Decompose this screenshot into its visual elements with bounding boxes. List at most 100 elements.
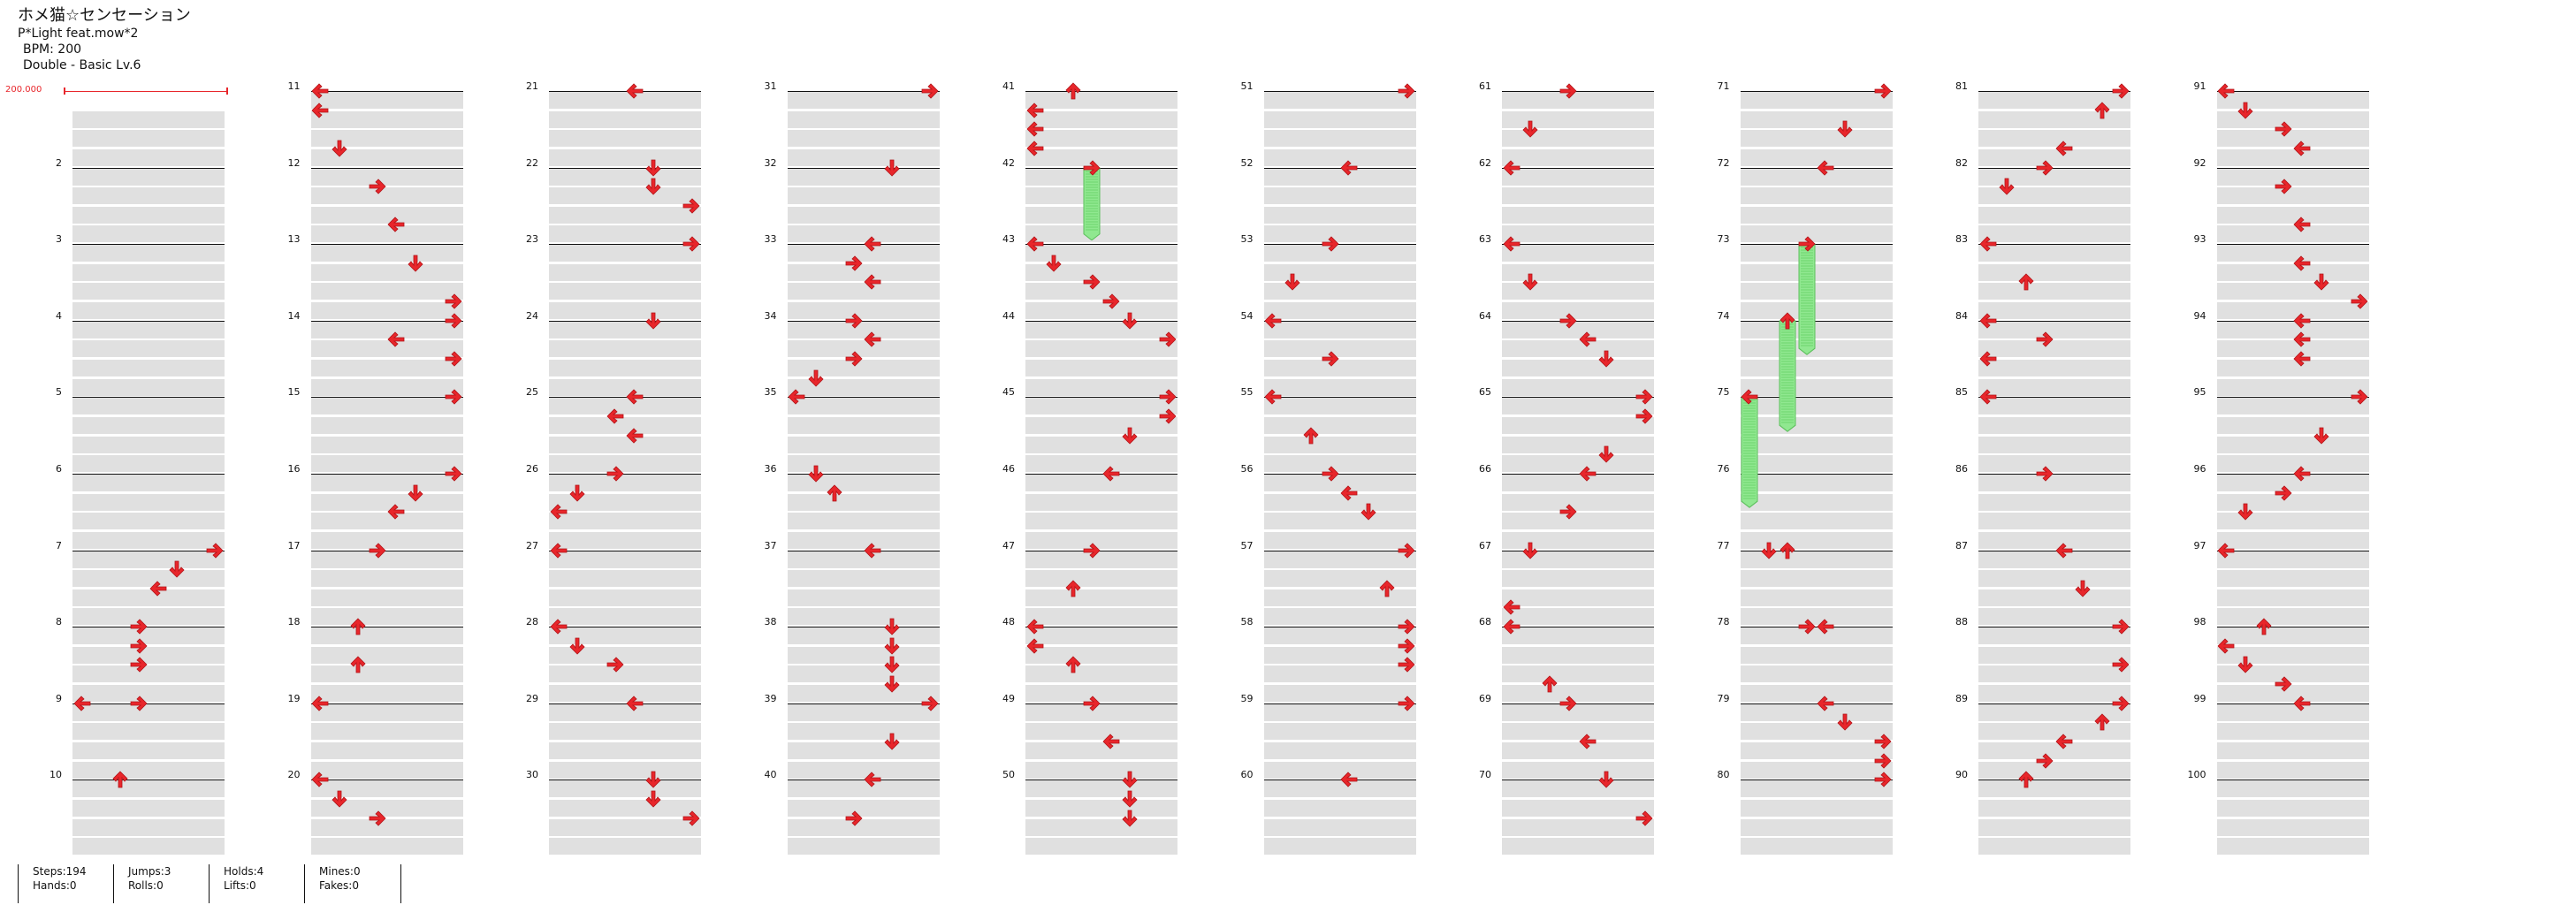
arrow-down-icon bbox=[332, 790, 347, 808]
beat-row bbox=[1978, 475, 2130, 491]
beat-row bbox=[2216, 800, 2369, 817]
arrow-left-icon bbox=[73, 696, 91, 711]
beat-row bbox=[1263, 302, 1416, 319]
arrow-left-icon bbox=[311, 696, 329, 711]
measure-number: 10 bbox=[50, 769, 62, 781]
measure-line bbox=[549, 474, 701, 475]
beat-row bbox=[1263, 360, 1416, 376]
arrow-down-icon bbox=[884, 675, 900, 693]
measure-number: 12 bbox=[287, 156, 301, 169]
beat-row bbox=[1978, 263, 2130, 281]
measure-line bbox=[72, 474, 225, 475]
beat-row bbox=[1978, 608, 2130, 626]
arrow-left-icon bbox=[1979, 236, 1997, 252]
beat-row bbox=[787, 148, 940, 166]
beat-row bbox=[1978, 321, 2130, 338]
measure-number: 52 bbox=[1240, 156, 1254, 169]
beat-row bbox=[1502, 417, 1654, 434]
beat-row bbox=[1025, 761, 1177, 779]
beat-row bbox=[1025, 130, 1177, 148]
measure-line bbox=[549, 167, 701, 169]
beat-row bbox=[2216, 513, 2369, 530]
measure-number: 36 bbox=[764, 463, 777, 475]
beat-row bbox=[1740, 475, 1893, 491]
measure-number: 84 bbox=[1955, 309, 1968, 322]
measure-number: 72 bbox=[1717, 156, 1730, 169]
measure-line bbox=[549, 91, 701, 92]
beat-row bbox=[2216, 818, 2369, 836]
beat-row bbox=[310, 168, 463, 186]
arrow-right-icon bbox=[845, 810, 863, 826]
arrow-right-icon bbox=[130, 657, 148, 673]
measure-number: 66 bbox=[1479, 463, 1491, 475]
beat-row bbox=[2216, 321, 2369, 338]
beat-row bbox=[1025, 245, 1177, 262]
beat-row bbox=[1263, 531, 1416, 549]
beat-row bbox=[787, 703, 940, 721]
measure-line bbox=[1978, 91, 2130, 92]
beat-row bbox=[1978, 761, 2130, 779]
arrow-left-icon bbox=[1340, 160, 1358, 176]
measure-number: 40 bbox=[764, 769, 777, 781]
beat-row bbox=[549, 168, 701, 186]
arrow-down-icon bbox=[2313, 273, 2329, 291]
beat-row bbox=[2216, 148, 2369, 166]
beat-row bbox=[1978, 455, 2130, 473]
measure-number: 59 bbox=[1240, 692, 1254, 704]
beat-row bbox=[72, 455, 225, 473]
stat-hands: Hands:0 bbox=[33, 879, 77, 892]
beat-row bbox=[1740, 723, 1893, 741]
measure-number: 9 bbox=[56, 692, 62, 704]
arrow-left-icon bbox=[1026, 103, 1044, 118]
beat-row bbox=[1740, 225, 1893, 243]
arrow-right-icon bbox=[2275, 485, 2292, 501]
arrow-up-icon bbox=[2094, 713, 2110, 731]
arrow-left-icon bbox=[864, 331, 881, 347]
stat-jumps: Jumps:3 bbox=[128, 865, 171, 878]
measure-number: 27 bbox=[526, 539, 538, 551]
beat-row bbox=[549, 340, 701, 358]
beat-row bbox=[2216, 685, 2369, 702]
stats-group-steps: Steps:194 Hands:0 bbox=[18, 864, 87, 903]
beat-row bbox=[1025, 340, 1177, 358]
arrow-down-icon bbox=[808, 465, 824, 483]
arrow-up-icon bbox=[2018, 771, 2034, 788]
beat-row bbox=[1978, 838, 2130, 856]
beat-row bbox=[787, 531, 940, 549]
arrow-left-icon bbox=[1979, 351, 1997, 367]
beat-row bbox=[1263, 493, 1416, 511]
measure-line bbox=[1263, 91, 1416, 92]
beat-row bbox=[1502, 608, 1654, 626]
arrow-right-icon bbox=[2036, 466, 2054, 482]
measure-number: 2 bbox=[56, 156, 62, 169]
beat-row bbox=[1025, 263, 1177, 281]
beat-row bbox=[1025, 398, 1177, 415]
beat-row bbox=[310, 417, 463, 434]
arrow-right-icon bbox=[606, 466, 624, 482]
beat-row bbox=[1502, 493, 1654, 511]
beat-row bbox=[2216, 245, 2369, 262]
beat-row bbox=[72, 531, 225, 549]
beat-row bbox=[787, 302, 940, 319]
beat-row bbox=[1978, 800, 2130, 817]
beat-row bbox=[1740, 168, 1893, 186]
beat-row bbox=[72, 589, 225, 606]
chart-difficulty: Double - Basic Lv.6 bbox=[23, 58, 141, 72]
beat-row bbox=[1978, 168, 2130, 186]
song-title: ホメ猫☆センセーション bbox=[18, 6, 191, 25]
arrow-right-icon bbox=[845, 351, 863, 367]
beat-row bbox=[549, 723, 701, 741]
beat-row bbox=[1025, 838, 1177, 856]
arrow-down-icon bbox=[1122, 312, 1138, 330]
beat-row bbox=[2216, 703, 2369, 721]
beat-row bbox=[1502, 206, 1654, 224]
beat-row bbox=[310, 130, 463, 148]
arrow-right-icon bbox=[1874, 83, 1892, 99]
beat-row bbox=[1263, 148, 1416, 166]
measure-number: 99 bbox=[2193, 692, 2206, 704]
measure-number: 11 bbox=[287, 80, 301, 92]
arrow-up-icon bbox=[350, 656, 366, 673]
measure-number: 48 bbox=[1002, 616, 1015, 628]
measure-number: 53 bbox=[1240, 233, 1254, 246]
beat-row bbox=[2216, 436, 2369, 453]
